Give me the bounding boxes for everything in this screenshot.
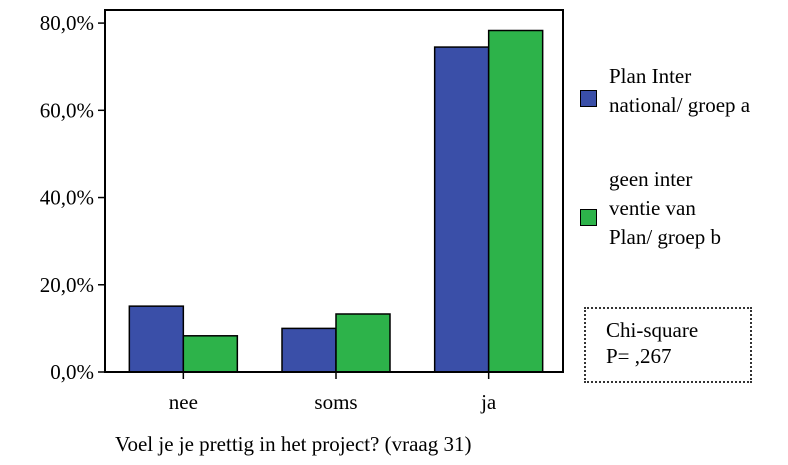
y-tick-label: 20,0% (40, 273, 94, 297)
chi-square-label: Chi-square (606, 318, 699, 342)
bar-ja-series-2 (487, 29, 544, 373)
y-axis-ticks: 0,0% 20,0% 40,0% 60,0% 80,0% (40, 11, 105, 384)
legend-item-group-b: geen inter ventie van Plan/ groep b (580, 165, 721, 252)
legend-swatch-group-a (580, 90, 597, 107)
chi-square-box: Chi-square P= ,267 (584, 307, 752, 383)
bar-soms-series-2 (335, 313, 391, 373)
x-axis-title: Voel je je prettig in het project? (vraa… (115, 432, 472, 456)
p-value-label: P= ,267 (606, 344, 672, 368)
bar-nee-series-1 (128, 305, 185, 373)
bar-nee-series-2 (182, 335, 239, 373)
bars-group (128, 29, 544, 373)
legend-label-group-a: Plan Inter national/ groep a (609, 64, 751, 117)
y-tick-label: 40,0% (40, 186, 94, 210)
plot-frame (104, 9, 564, 373)
x-tick-label: nee (169, 390, 198, 414)
x-axis-ticks: nee soms ja (169, 372, 497, 414)
legend-item-group-a: Plan Inter national/ groep a (580, 62, 750, 120)
x-tick-label: ja (480, 390, 497, 414)
y-tick-label: 80,0% (40, 11, 94, 35)
x-tick-label: soms (314, 390, 357, 414)
y-tick-label: 0,0% (50, 360, 94, 384)
y-tick-label: 60,0% (40, 98, 94, 122)
legend-label-group-b: geen inter ventie van Plan/ groep b (609, 167, 721, 249)
legend-swatch-group-b (580, 209, 597, 226)
bar-soms-series-1 (281, 327, 337, 373)
bar-ja-series-1 (433, 46, 490, 373)
